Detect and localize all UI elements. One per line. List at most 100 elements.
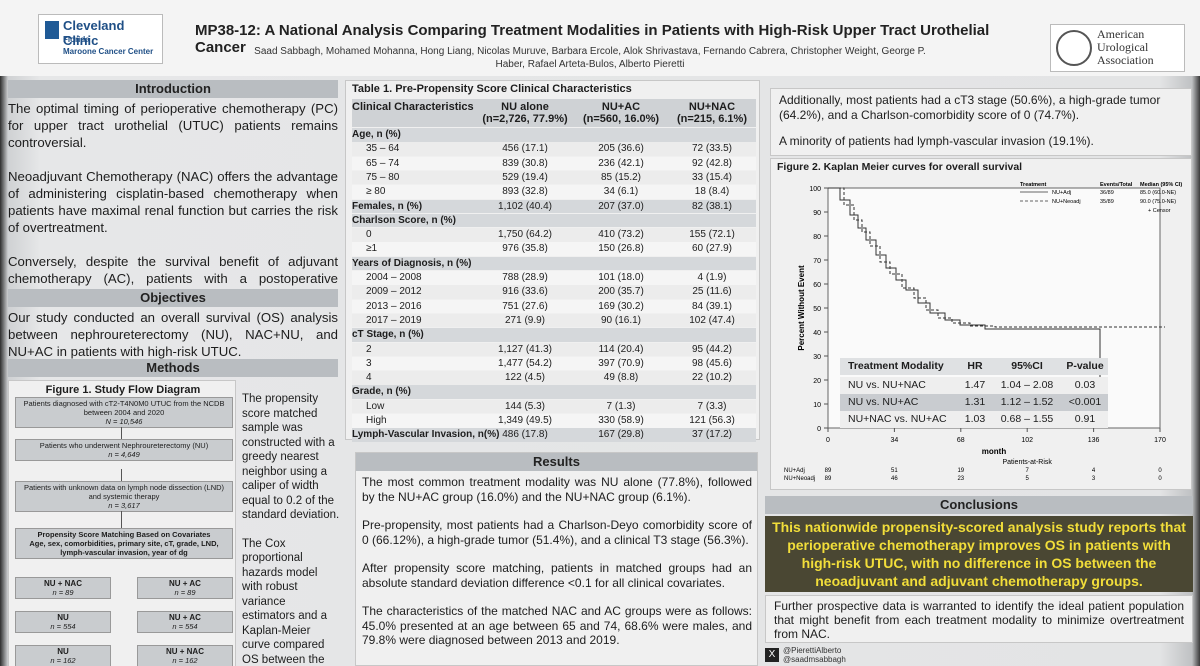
flow-box: Patients with unknown data on lymph node… [15, 481, 233, 512]
row-bg [352, 228, 756, 242]
header-n: (n=560, 16.0%) [582, 113, 660, 125]
table-header: NU+NAC (n=215, 6.1%) [668, 99, 756, 127]
table-cell: 893 (32.8) [502, 186, 548, 198]
hr-cell: Treatment Modality [848, 360, 944, 372]
table-cell: 60 (27.9) [691, 243, 733, 255]
table-cell: 456 (17.1) [502, 143, 548, 155]
flow-text: Patients who underwent Nephroureterectom… [39, 441, 209, 450]
header-n: (n=215, 6.1%) [676, 113, 747, 125]
table-cell: 82 (38.1) [691, 200, 733, 212]
section-heading: Introduction [8, 80, 338, 98]
flow-text: Propensity Score Matching Based on Covar… [37, 530, 211, 539]
table-cell: 144 (5.3) [504, 400, 546, 412]
table-cell: Females, n (%) [352, 200, 423, 212]
logo-text: American Urological Association [1097, 28, 1154, 67]
table-cell: 95 (44.2) [691, 343, 733, 355]
row-bg [352, 128, 756, 142]
handle: @PierettiAlberto [783, 646, 842, 655]
flow-box: Propensity Score Matching Based on Covar… [15, 528, 233, 559]
table-cell: 205 (36.6) [598, 143, 644, 155]
flow-text: Patients diagnosed with cT2-T4N0M0 UTUC … [23, 399, 225, 417]
flow-label: NU [57, 613, 69, 622]
results-panel: Results The most common treatment modali… [355, 452, 758, 666]
flow-box: NU + NAC n = 89 [15, 577, 111, 599]
legend-entry: NU+Adj [1052, 190, 1071, 196]
hr-cell: NU vs. NU+NAC [848, 379, 926, 391]
header-name: NU alone [501, 101, 549, 113]
handle: @saadmsabbagh [783, 655, 846, 664]
y-tick-label: 60 [813, 282, 821, 289]
table-cell: 751 (27.6) [502, 300, 548, 312]
logo-sub: Maroone Cancer Center [63, 47, 154, 56]
table-cell: 122 (4.5) [504, 372, 546, 384]
flow-label: NU + NAC [43, 579, 82, 588]
hr-cell: NU+NAC vs. NU+AC [848, 413, 947, 425]
at-risk-count: 46 [891, 476, 898, 482]
table-cell: 486 (17.8) [502, 429, 548, 441]
legend-header: Events/Total [1100, 182, 1133, 188]
hr-row-bg [840, 377, 1108, 394]
flow-n: n = 89 [52, 588, 74, 597]
legend-entry: 36/89 [1100, 190, 1114, 196]
paragraph: A minority of patients had lymph-vascula… [779, 134, 1094, 148]
table-cell: 839 (30.8) [502, 157, 548, 169]
x-tick-label: 170 [1154, 437, 1166, 444]
logo-line: Urological [1097, 40, 1149, 54]
at-risk-name: NU+Adj [784, 468, 805, 474]
hr-cell: 1.03 [964, 413, 986, 425]
table-cell: 271 (9.9) [504, 314, 546, 326]
table-cell: 529 (19.4) [502, 171, 548, 183]
y-tick-label: 50 [813, 306, 821, 313]
row-bg [352, 371, 756, 385]
paragraph: The optimal timing of perioperative chem… [8, 101, 338, 150]
flow-box: Patients diagnosed with cT2-T4N0M0 UTUC … [15, 397, 233, 428]
km-legend-lines [1020, 191, 1048, 202]
paragraph: After propensity score matching, patient… [362, 561, 752, 590]
paragraph: Additionally, most patients had a cT3 st… [779, 93, 1161, 122]
x-tick-label: 0 [826, 437, 830, 444]
table-cell: 34 (6.1) [603, 186, 639, 198]
table-cell: 1,349 (49.5) [498, 415, 552, 426]
section-heading: Conclusions [765, 496, 1193, 514]
header [0, 0, 1200, 76]
hr-row-bg [840, 411, 1108, 428]
table-cell: 0 [366, 229, 372, 241]
header-name: Clinical Characteristics [352, 101, 474, 113]
table-cell: 2 [366, 343, 372, 355]
at-risk-count: 19 [957, 468, 964, 474]
y-tick-label: 90 [813, 210, 821, 217]
row-bg [352, 313, 756, 328]
table-cell: 1,127 (41.3) [498, 343, 552, 355]
hr-row-bg [840, 358, 1108, 375]
table-cell: 72 (33.5) [691, 143, 733, 155]
flow-box: NU n = 554 [15, 611, 111, 633]
table-cell: 35 – 64 [366, 143, 400, 155]
at-risk-count: 23 [957, 476, 964, 482]
table-cell: 976 (35.8) [502, 243, 548, 255]
km-curve-adj [828, 187, 1101, 428]
x-tick-label: 136 [1088, 437, 1100, 444]
table-cell: 4 (1.9) [697, 272, 727, 283]
hr-cell: NU vs. NU+AC [848, 396, 919, 408]
methods-text: The propensity score matched sample was … [242, 392, 340, 666]
y-tick-label: 80 [813, 234, 821, 241]
y-tick-label: 100 [809, 186, 821, 193]
at-risk-name: NU+Neoadj [784, 476, 815, 482]
logo-line: American [1097, 27, 1145, 41]
table-cell: 330 (58.9) [598, 415, 644, 426]
row-bg [352, 356, 756, 371]
table-cell: 33 (15.4) [691, 171, 733, 183]
paragraph: Neoadjuvant Chemotherapy (NAC) offers th… [8, 169, 338, 235]
hr-cell: HR [967, 360, 983, 372]
row-bg [352, 156, 756, 171]
header-n: (n=2,726, 77.9%) [482, 113, 568, 125]
row-bg [352, 428, 756, 442]
flow-arrow [121, 511, 122, 528]
logo-line: Association [1097, 53, 1154, 67]
table-cell: 2004 – 2008 [366, 272, 422, 283]
legend-header: Treatment [1020, 182, 1046, 188]
table-cell: 102 (47.4) [689, 314, 735, 326]
authors: Saad Sabbagh, Mohamed Mohanna, Hong Lian… [254, 46, 926, 70]
table-cell: 90 (16.1) [600, 314, 642, 326]
table-cell: 397 (70.9) [598, 357, 644, 369]
